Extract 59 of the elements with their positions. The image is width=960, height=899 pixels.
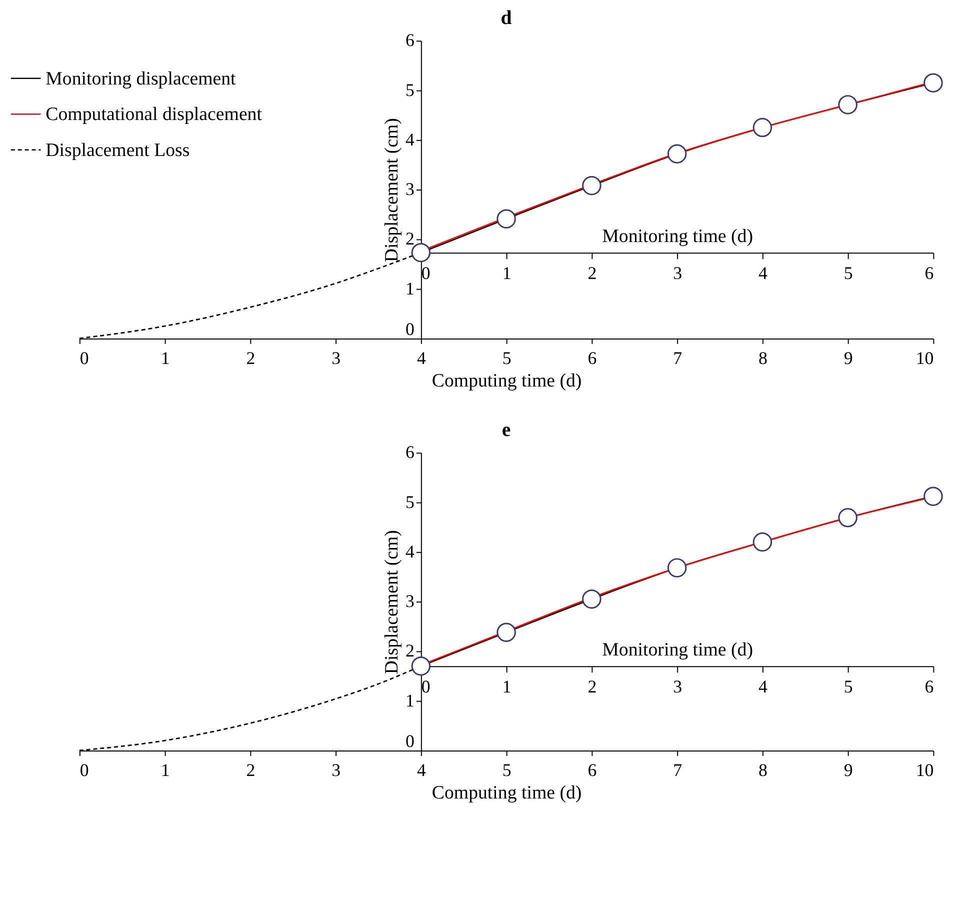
x2-tick-label: 6	[924, 262, 934, 283]
y-tick-label: 3	[406, 591, 415, 612]
x2-axis-title: Monitoring time (d)	[602, 226, 753, 248]
y-tick-label: 6	[406, 442, 415, 462]
x-tick-label: 8	[758, 760, 768, 780]
y-tick-label: 4	[406, 541, 415, 562]
y-tick-label: 5	[406, 492, 415, 512]
y-tick-label: 5	[406, 80, 415, 100]
chart-title: e	[502, 418, 511, 441]
x2-tick-label: 2	[588, 676, 597, 696]
x2-tick-label: 2	[588, 262, 597, 283]
x-axis-title: Computing time (d)	[432, 782, 582, 804]
x-tick-label: 0	[80, 760, 89, 780]
y-tick-label: 2	[406, 640, 414, 661]
x-tick-label: 10	[916, 760, 934, 780]
x2-tick-label: 1	[502, 262, 512, 283]
x2-tick-label: 4	[758, 262, 768, 283]
x-tick-label: 0	[80, 348, 89, 368]
x2-tick-label: 4	[758, 676, 768, 696]
x-axis-title: Computing time (d)	[432, 370, 582, 392]
x-tick-label: 2	[246, 348, 256, 368]
y-tick-label: 0	[406, 319, 415, 340]
x2-tick-label: 3	[673, 262, 682, 283]
x-tick-label: 7	[673, 348, 682, 368]
x2-tick-label: 6	[924, 676, 934, 696]
y-axis-title: Displacement (cm)	[382, 530, 403, 674]
x-tick-label: 1	[160, 760, 170, 780]
y-axis-title: Displacement (cm)	[382, 118, 403, 262]
x-tick-label: 6	[588, 348, 597, 368]
x-tick-label: 9	[844, 348, 853, 368]
y-tick-label: 4	[406, 129, 415, 150]
x-tick-label: 9	[844, 760, 853, 780]
y-tick-label: 6	[406, 30, 415, 50]
y-tick-label: 2	[406, 228, 414, 249]
x-tick-label: 6	[588, 760, 597, 780]
legend-label: Computational displacement	[46, 104, 263, 126]
x-tick-label: 7	[673, 760, 682, 780]
x2-tick-label: 1	[502, 676, 512, 696]
x2-tick-label: 0	[421, 676, 430, 696]
x2-tick-label: 5	[844, 262, 853, 283]
x2-axis-title: Monitoring time (d)	[602, 640, 753, 661]
legend-label: Monitoring displacement	[46, 68, 237, 90]
x-tick-label: 3	[332, 348, 341, 368]
x-tick-label: 5	[502, 348, 512, 368]
y-tick-label: 0	[406, 731, 415, 752]
x2-tick-label: 3	[673, 676, 682, 696]
x-tick-label: 8	[758, 348, 768, 368]
y-tick-label: 3	[406, 179, 415, 200]
y-tick-label: 1	[406, 278, 414, 298]
x2-tick-label: 5	[844, 676, 853, 696]
x2-tick-label: 0	[421, 262, 430, 283]
y-tick-label: 1	[406, 690, 414, 710]
x-tick-label: 3	[332, 760, 341, 780]
legend-label: Displacement Loss	[46, 140, 190, 161]
x-tick-label: 5	[502, 760, 512, 780]
x-tick-label: 10	[916, 348, 934, 368]
x-tick-label: 2	[246, 760, 256, 780]
x-tick-label: 1	[160, 348, 170, 368]
chart-title: d	[500, 6, 512, 29]
